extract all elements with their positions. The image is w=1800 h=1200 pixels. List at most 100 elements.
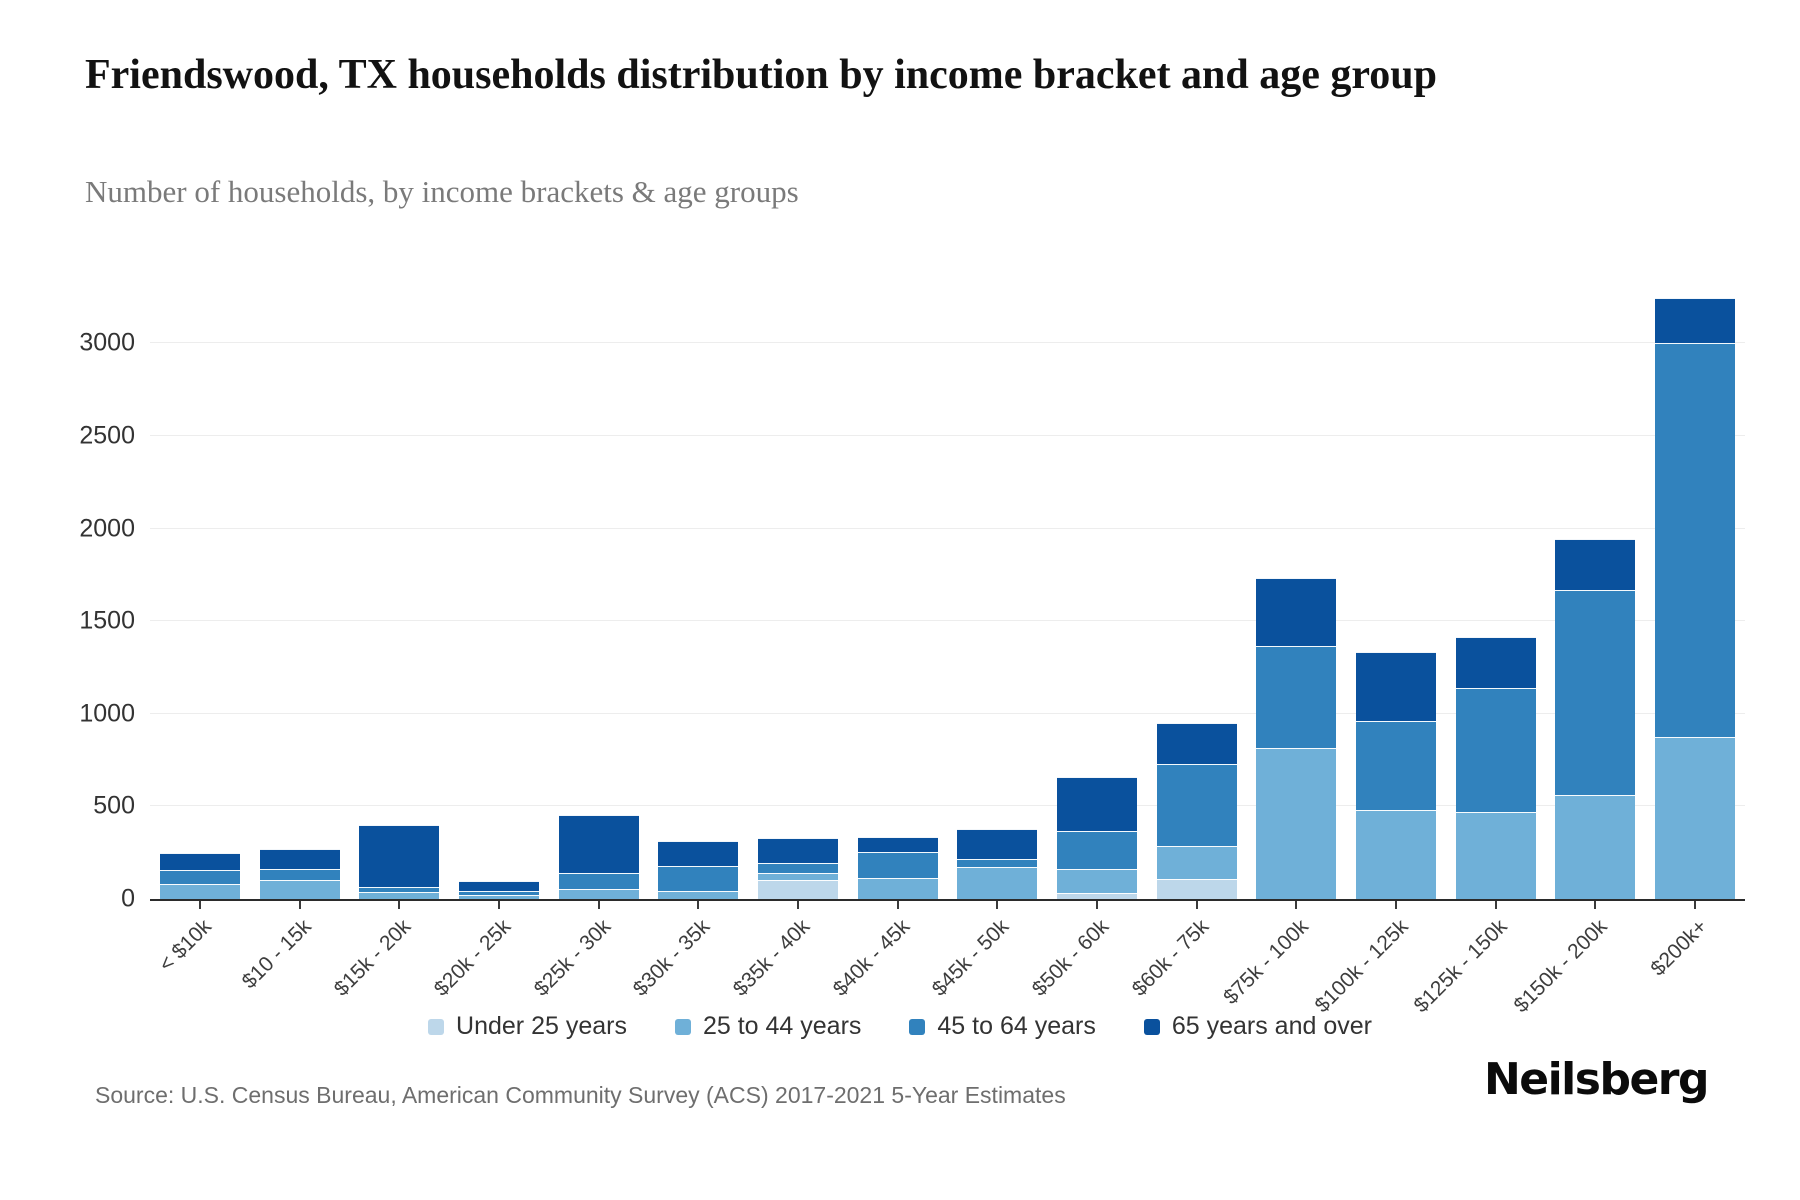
bar-20k-25k xyxy=(458,881,539,899)
bar-segment-under-25-years[interactable] xyxy=(1156,878,1237,899)
bar-segment-45-to-64-years[interactable] xyxy=(359,886,440,893)
bar-segment-under-25-years[interactable] xyxy=(1057,893,1138,899)
x-axis-tick xyxy=(896,901,899,909)
bar-segment-25-to-44-years[interactable] xyxy=(957,867,1038,899)
x-axis-tick xyxy=(1594,901,1597,909)
bar-slot-10-15k xyxy=(250,259,350,899)
bar-segment-under-25-years[interactable] xyxy=(757,880,838,899)
legend-swatch-25-to-44-years xyxy=(674,1018,691,1035)
y-axis-label-3000: 3000 xyxy=(79,328,135,357)
x-axis-tick xyxy=(1694,901,1697,909)
bar-segment-25-to-44-years[interactable] xyxy=(1555,795,1636,899)
bar-segment-45-to-64-years[interactable] xyxy=(957,859,1038,868)
bar-segment-45-to-64-years[interactable] xyxy=(857,851,938,878)
bar-segment-45-to-64-years[interactable] xyxy=(757,862,838,873)
bar-segment-25-to-44-years[interactable] xyxy=(259,880,340,899)
bar-segment-65-years-and-over[interactable] xyxy=(658,841,739,867)
x-axis-label-text: $100k - 125k xyxy=(1310,915,1413,1018)
bar-30k-35k xyxy=(658,841,739,899)
bar-segment-65-years-and-over[interactable] xyxy=(458,881,539,891)
x-axis-label-text: $40k - 45k xyxy=(828,915,914,1001)
bar-slot-200k xyxy=(1645,259,1745,899)
y-axis-label-2500: 2500 xyxy=(79,421,135,450)
bar-segment-45-to-64-years[interactable] xyxy=(1356,721,1437,811)
gridline-2000 xyxy=(150,527,1745,529)
bar-slot-15k-20k xyxy=(349,259,449,899)
bar-segment-25-to-44-years[interactable] xyxy=(857,877,938,899)
y-axis-label-1500: 1500 xyxy=(79,606,135,635)
legend-label-under-25-years: Under 25 years xyxy=(456,1012,627,1040)
bar-75k-100k xyxy=(1256,578,1337,899)
x-axis-tick xyxy=(796,901,799,909)
bar-slot-75k-100k xyxy=(1247,259,1347,899)
bar-slot-25k-30k xyxy=(549,259,649,899)
bar-125k-150k xyxy=(1455,636,1536,899)
x-axis-label-text: < $10k xyxy=(154,915,217,977)
bar-segment-45-to-64-years[interactable] xyxy=(1156,763,1237,847)
bar-segment-65-years-and-over[interactable] xyxy=(857,836,938,852)
bar-segment-45-to-64-years[interactable] xyxy=(458,890,539,896)
x-axis-label-text: $125k - 150k xyxy=(1409,915,1513,1018)
bar-segment-25-to-44-years[interactable] xyxy=(1256,747,1337,899)
bar-segment-25-to-44-years[interactable] xyxy=(558,888,639,899)
bar-segment-65-years-and-over[interactable] xyxy=(259,848,340,870)
bar-segment-65-years-and-over[interactable] xyxy=(757,837,838,863)
bar-segment-45-to-64-years[interactable] xyxy=(1256,646,1337,748)
bar-segment-65-years-and-over[interactable] xyxy=(1057,777,1138,832)
legend-item-45-to-64-years[interactable]: 45 to 64 years xyxy=(909,1012,1096,1041)
bar-segment-45-to-64-years[interactable] xyxy=(1057,831,1138,870)
bar-100k-125k xyxy=(1356,651,1437,899)
bar-segment-25-to-44-years[interactable] xyxy=(1356,810,1437,899)
bar-segment-65-years-and-over[interactable] xyxy=(1356,651,1437,722)
x-axis-tick xyxy=(398,901,401,909)
bar-segment-45-to-64-years[interactable] xyxy=(1455,687,1536,812)
x-axis-tick xyxy=(198,901,201,909)
bar-segment-65-years-and-over[interactable] xyxy=(1555,538,1636,591)
bar-segment-25-to-44-years[interactable] xyxy=(458,895,539,899)
bar-segment-25-to-44-years[interactable] xyxy=(658,890,739,899)
legend-item-25-to-44-years[interactable]: 25 to 44 years xyxy=(674,1012,862,1041)
bar-slot-50k-60k xyxy=(1047,259,1147,899)
legend-item-65-years-and-over[interactable]: 65 years and over xyxy=(1143,1012,1372,1041)
bar-segment-25-to-44-years[interactable] xyxy=(1156,846,1237,879)
neilsberg-logo: Neilsberg xyxy=(1483,1054,1710,1105)
bar-segment-65-years-and-over[interactable] xyxy=(1256,578,1337,647)
x-axis-label-text: $35k - 40k xyxy=(728,915,815,1001)
x-axis-label-text: $20k - 25k xyxy=(429,915,516,1001)
bar-segment-65-years-and-over[interactable] xyxy=(1655,297,1736,344)
bar-segment-65-years-and-over[interactable] xyxy=(558,814,639,873)
bar-segment-65-years-and-over[interactable] xyxy=(1455,636,1536,688)
bar-35k-40k xyxy=(757,837,838,899)
bar-50k-60k xyxy=(1057,777,1138,899)
bar-segment-65-years-and-over[interactable] xyxy=(1156,722,1237,764)
bar-200k xyxy=(1655,297,1736,899)
x-axis-label-text: $30k - 35k xyxy=(628,915,715,1001)
gridline-3000 xyxy=(150,342,1745,344)
bar-segment-25-to-44-years[interactable] xyxy=(359,892,440,899)
bar-segment-45-to-64-years[interactable] xyxy=(159,870,240,885)
bar-segment-65-years-and-over[interactable] xyxy=(957,829,1038,860)
bar-segment-45-to-64-years[interactable] xyxy=(658,866,739,891)
bar-slot-45k-50k xyxy=(948,259,1048,899)
bar-segment-45-to-64-years[interactable] xyxy=(558,872,639,889)
bar-segment-45-to-64-years[interactable] xyxy=(1655,343,1736,737)
legend-item-under-25-years[interactable]: Under 25 years xyxy=(428,1012,627,1041)
legend-label-25-to-44-years: 25 to 44 years xyxy=(702,1012,862,1040)
chart-subtitle: Number of households, by income brackets… xyxy=(85,174,799,209)
bar-segment-25-to-44-years[interactable] xyxy=(1655,736,1736,899)
x-axis-label-text: $25k - 30k xyxy=(529,915,615,1001)
x-axis-label-text: $60k - 75k xyxy=(1127,915,1213,1001)
x-axis-tick xyxy=(996,901,999,909)
bar-segment-25-to-44-years[interactable] xyxy=(1455,811,1536,899)
bar-segment-25-to-44-years[interactable] xyxy=(1057,869,1138,894)
bar-segment-45-to-64-years[interactable] xyxy=(259,869,340,881)
bar-segment-45-to-64-years[interactable] xyxy=(1555,590,1636,796)
bar-segment-25-to-44-years[interactable] xyxy=(757,872,838,881)
bar-segment-65-years-and-over[interactable] xyxy=(359,824,440,887)
bars-container xyxy=(150,259,1745,899)
x-axis-tick xyxy=(1395,901,1398,909)
bar-15k-20k xyxy=(359,824,440,899)
bar-segment-25-to-44-years[interactable] xyxy=(159,884,240,899)
bar-segment-65-years-and-over[interactable] xyxy=(159,852,240,871)
